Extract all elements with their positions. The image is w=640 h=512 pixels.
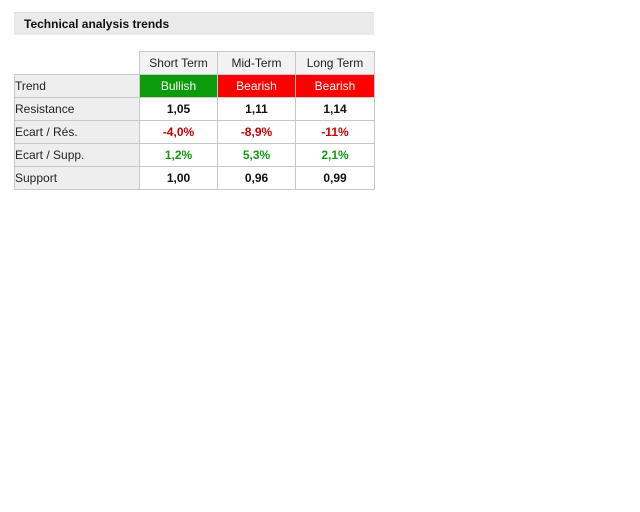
table-row-ecart-res: Ecart / Rés. -4,0% -8,9% -11% xyxy=(14,120,375,144)
technical-analysis-panel: Technical analysis trends Short Term Mid… xyxy=(14,12,375,190)
row-label-resistance: Resistance xyxy=(14,97,140,121)
row-label-ecart-res: Ecart / Rés. xyxy=(14,120,140,144)
table-header-row: Short Term Mid-Term Long Term xyxy=(14,51,375,75)
column-header-mid-term: Mid-Term xyxy=(217,51,296,75)
ecart-res-short-term: -4,0% xyxy=(139,120,218,144)
panel-title: Technical analysis trends xyxy=(14,12,374,35)
column-header-short-term: Short Term xyxy=(139,51,218,75)
ecart-supp-short-term: 1,2% xyxy=(139,143,218,167)
table-row-ecart-supp: Ecart / Supp. 1,2% 5,3% 2,1% xyxy=(14,143,375,167)
resistance-short-term: 1,05 xyxy=(139,97,218,121)
resistance-long-term: 1,14 xyxy=(295,97,375,121)
trends-table: Short Term Mid-Term Long Term Trend Bull… xyxy=(14,51,375,190)
row-label-trend: Trend xyxy=(14,74,140,98)
support-short-term: 1,00 xyxy=(139,166,218,190)
trend-long-term-badge: Bearish xyxy=(295,74,375,98)
support-mid-term: 0,96 xyxy=(217,166,296,190)
trend-row: Trend Bullish Bearish Bearish xyxy=(14,74,375,98)
trend-short-term-badge: Bullish xyxy=(139,74,218,98)
corner-cell xyxy=(14,51,140,75)
row-label-support: Support xyxy=(14,166,140,190)
column-header-long-term: Long Term xyxy=(295,51,375,75)
resistance-mid-term: 1,11 xyxy=(217,97,296,121)
table-row-resistance: Resistance 1,05 1,11 1,14 xyxy=(14,97,375,121)
row-label-ecart-supp: Ecart / Supp. xyxy=(14,143,140,167)
ecart-supp-long-term: 2,1% xyxy=(295,143,375,167)
ecart-res-mid-term: -8,9% xyxy=(217,120,296,144)
trend-mid-term-badge: Bearish xyxy=(217,74,296,98)
table-row-support: Support 1,00 0,96 0,99 xyxy=(14,166,375,190)
support-long-term: 0,99 xyxy=(295,166,375,190)
ecart-supp-mid-term: 5,3% xyxy=(217,143,296,167)
ecart-res-long-term: -11% xyxy=(295,120,375,144)
